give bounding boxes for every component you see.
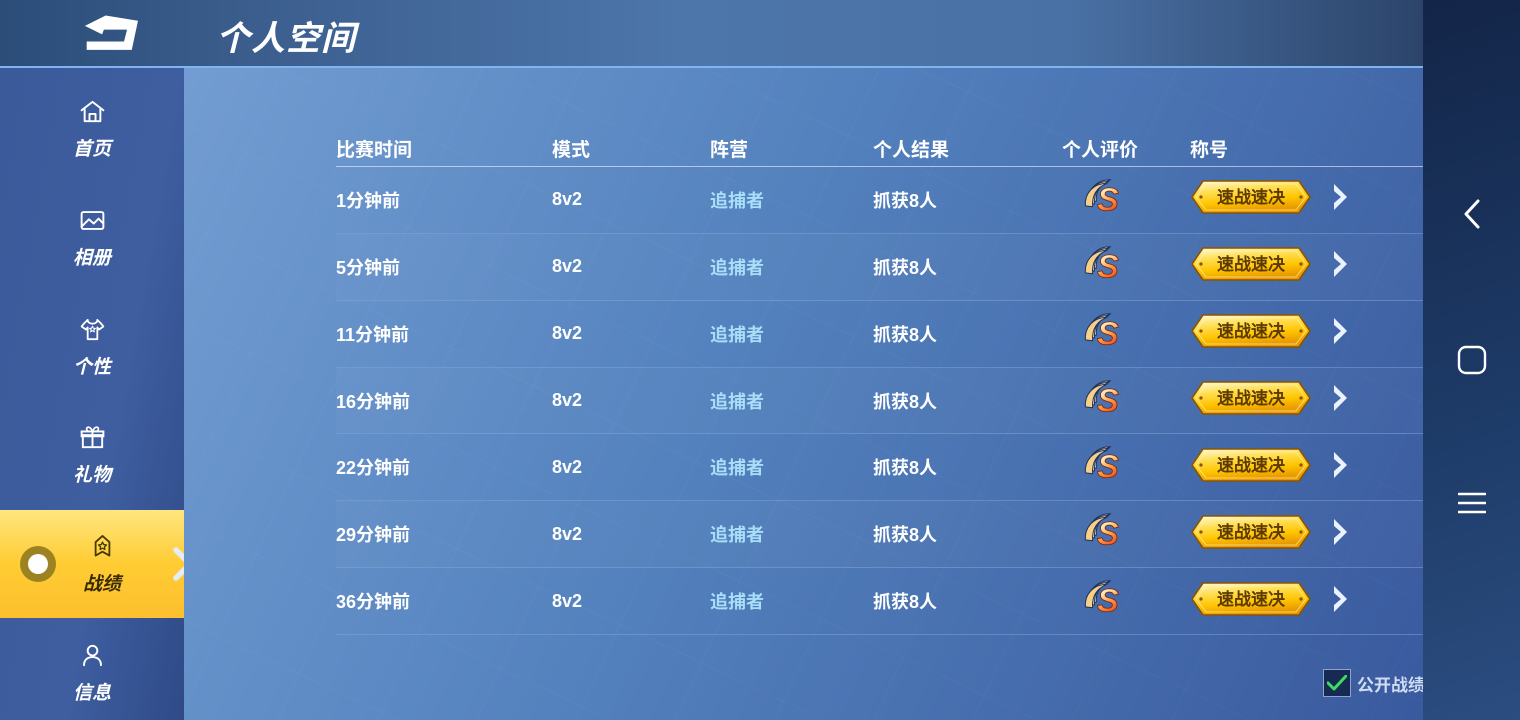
svg-text:速战速决: 速战速决	[1217, 254, 1286, 274]
svg-text:S: S	[1097, 181, 1119, 217]
svg-text:S: S	[1097, 382, 1119, 418]
svg-text:速战速决: 速战速决	[1217, 388, 1286, 408]
svg-text:S: S	[1097, 449, 1119, 485]
svg-text:速战速决: 速战速决	[1217, 187, 1286, 207]
svg-text:S: S	[1097, 582, 1119, 618]
svg-text:S: S	[1097, 315, 1119, 351]
svg-text:S: S	[1097, 248, 1119, 284]
svg-text:速战速决: 速战速决	[1217, 522, 1286, 542]
svg-text:速战速决: 速战速决	[1217, 321, 1286, 341]
svg-text:速战速决: 速战速决	[1217, 589, 1286, 609]
svg-text:速战速决: 速战速决	[1217, 455, 1286, 475]
svg-text:S: S	[1097, 516, 1119, 552]
